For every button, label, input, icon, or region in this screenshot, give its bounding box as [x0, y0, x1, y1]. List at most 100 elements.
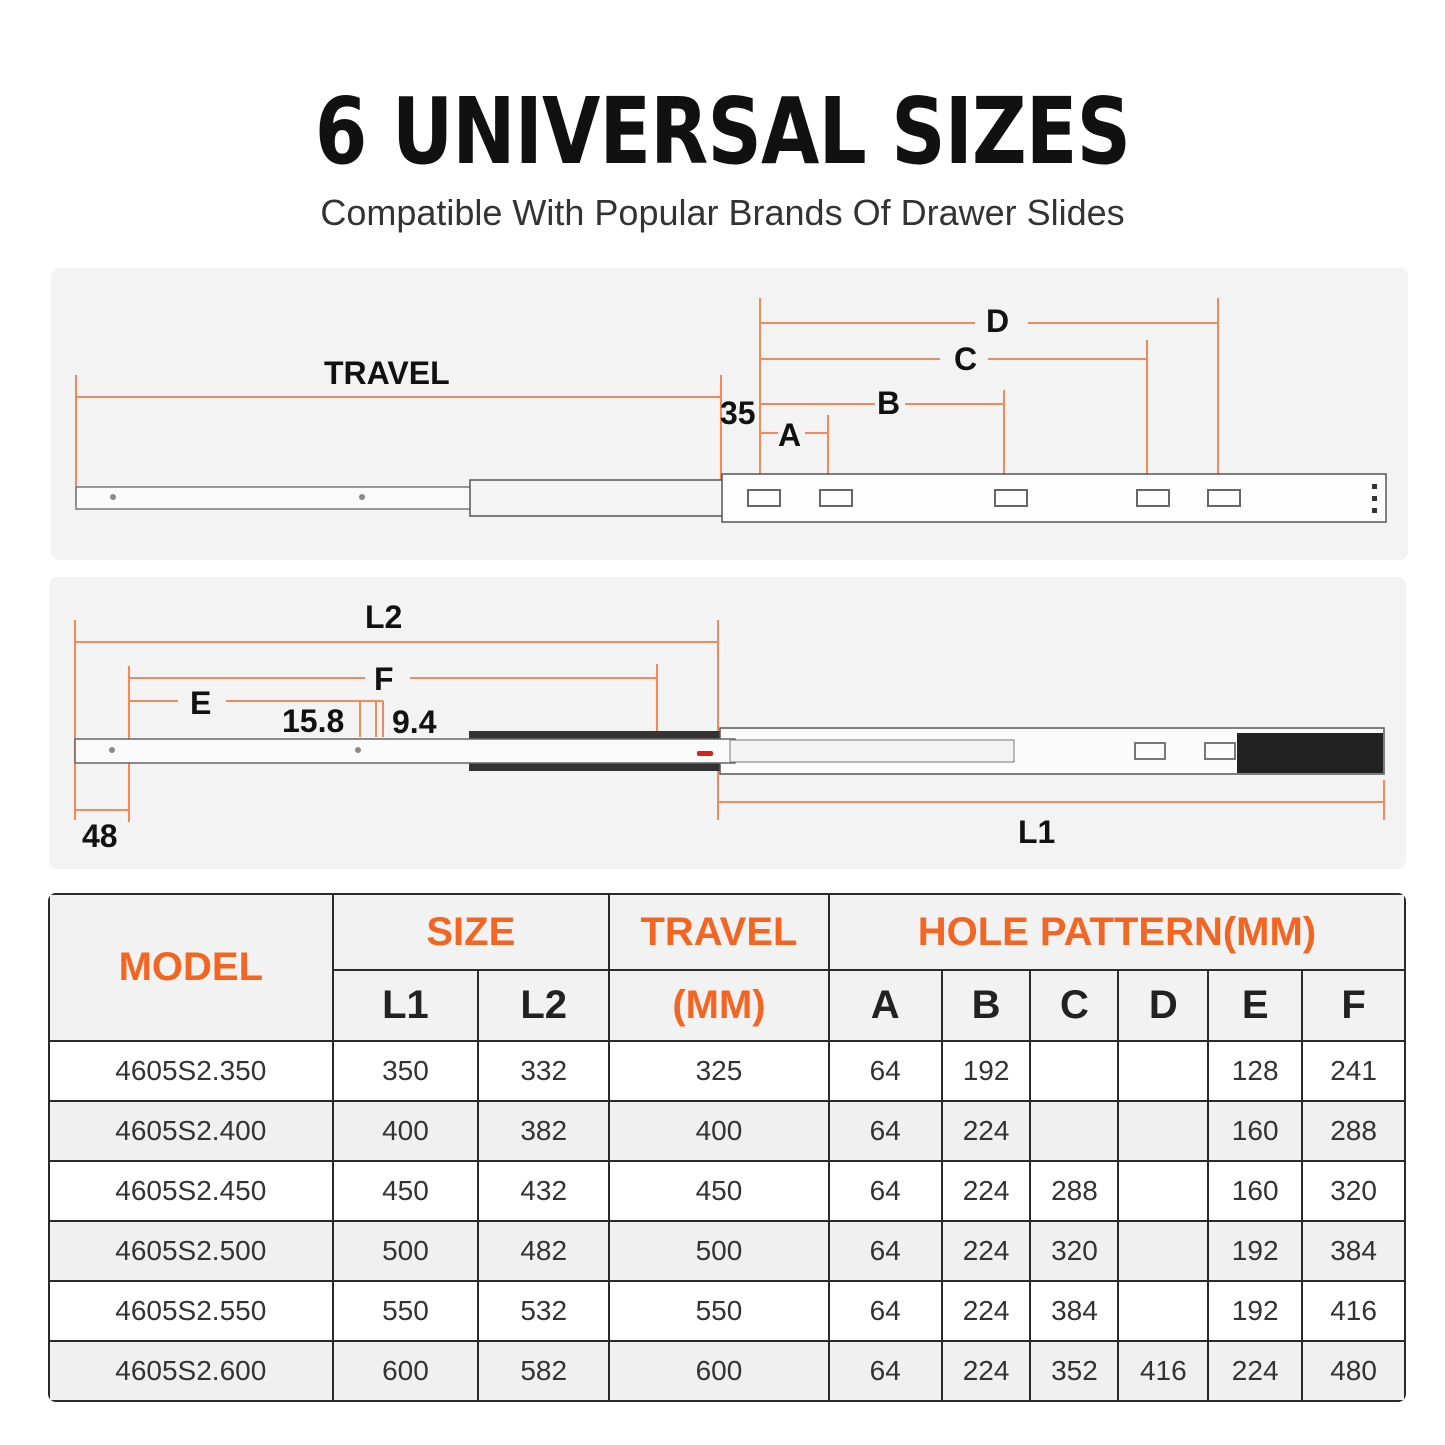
drawer-slide-closed [74, 727, 1385, 775]
table-cell: 532 [477, 1280, 611, 1342]
table-cell: 325 [608, 1040, 830, 1102]
table-cell [1117, 1160, 1210, 1222]
table-cell: 192 [1207, 1280, 1304, 1342]
table-row: 4605S2.600 600 582 600 64 224 352 416 224 480 [48, 1340, 1406, 1402]
table-cell: 224 [940, 1100, 1032, 1162]
table-cell: 450 [608, 1160, 830, 1222]
table-cell: 64 [827, 1100, 943, 1162]
table-cell: 416 [1117, 1340, 1210, 1402]
table-cell: 4605S2.500 [48, 1220, 334, 1282]
page-title: 6 UNIVERSAL SIZES [314, 78, 1131, 185]
header-travel: TRAVEL [608, 893, 830, 971]
table-cell: 224 [1207, 1340, 1304, 1402]
table-cell: 320 [1029, 1220, 1120, 1282]
header-f: F [1301, 969, 1406, 1042]
table-cell: 350 [331, 1040, 480, 1102]
table-cell: 4605S2.350 [48, 1040, 334, 1102]
table-cell: 416 [1301, 1280, 1406, 1342]
table-cell: 450 [331, 1160, 480, 1222]
dimension-9-4-label: 9.4 [392, 704, 437, 740]
header-b: B [940, 969, 1032, 1042]
table-cell: 4605S2.450 [48, 1160, 334, 1222]
table-cell: 480 [1301, 1340, 1406, 1402]
table-cell: 432 [477, 1160, 611, 1222]
l1-label: L1 [1018, 814, 1055, 850]
table-cell [1117, 1040, 1210, 1102]
table-cell: 4605S2.600 [48, 1340, 334, 1402]
header-d: D [1117, 969, 1210, 1042]
table-cell [1029, 1100, 1120, 1162]
table-cell [1117, 1100, 1210, 1162]
table-cell: 382 [477, 1100, 611, 1162]
table-cell: 4605S2.550 [48, 1280, 334, 1342]
table-row: 4605S2.500 500 482 500 64 224 320 192 384 [48, 1220, 1406, 1282]
table-cell: 4605S2.400 [48, 1100, 334, 1162]
table-row: 4605S2.450 450 432 450 64 224 288 160 320 [48, 1160, 1406, 1222]
table-cell: 160 [1207, 1160, 1304, 1222]
table-cell: 241 [1301, 1040, 1406, 1102]
table-cell: 64 [827, 1340, 943, 1402]
table-cell: 384 [1301, 1220, 1406, 1282]
specifications-table-wrapper: MODEL SIZE TRAVEL HOLE PATTERN(MM) L1 L2… [48, 893, 1406, 1402]
table-cell: 482 [477, 1220, 611, 1282]
table-cell: 288 [1029, 1160, 1120, 1222]
drawer-slide-extended [75, 473, 1387, 523]
table-cell: 332 [477, 1040, 611, 1102]
dimension-b-label: B [877, 385, 900, 421]
table-cell: 384 [1029, 1280, 1120, 1342]
table-cell: 224 [940, 1280, 1032, 1342]
table-row: 4605S2.550 550 532 550 64 224 384 192 416 [48, 1280, 1406, 1342]
table-cell: 550 [608, 1280, 830, 1342]
table-cell: 160 [1207, 1100, 1304, 1162]
header-hole-pattern: HOLE PATTERN(MM) [827, 893, 1406, 971]
specifications-table: MODEL SIZE TRAVEL HOLE PATTERN(MM) L1 L2… [48, 893, 1406, 1402]
table-cell: 224 [940, 1340, 1032, 1402]
header-size: SIZE [331, 893, 611, 971]
table-cell: 582 [477, 1340, 611, 1402]
table-cell: 400 [331, 1100, 480, 1162]
header-c: C [1029, 969, 1120, 1042]
travel-label: TRAVEL [324, 355, 450, 391]
table-cell: 600 [608, 1340, 830, 1402]
dimension-a-label: A [778, 417, 801, 453]
table-cell: 224 [940, 1220, 1032, 1282]
table-cell: 192 [940, 1040, 1032, 1102]
header-travel-unit: (MM) [608, 969, 830, 1042]
header-e: E [1207, 969, 1304, 1042]
travel-hole-diagram-panel: TRAVEL D C B A 35 [51, 268, 1408, 560]
table-cell: 550 [331, 1280, 480, 1342]
offset-35-label: 35 [720, 395, 756, 431]
table-cell: 500 [608, 1220, 830, 1282]
table-cell: 600 [331, 1340, 480, 1402]
header-model: MODEL [48, 893, 334, 1042]
dimension-c-label: C [954, 341, 977, 377]
table-cell: 64 [827, 1160, 943, 1222]
table-cell: 288 [1301, 1100, 1406, 1162]
table-cell [1117, 1280, 1210, 1342]
dimension-15-8-label: 15.8 [282, 703, 344, 739]
table-cell: 64 [827, 1280, 943, 1342]
table-cell [1029, 1040, 1120, 1102]
offset-48-label: 48 [82, 818, 118, 854]
dimension-f-label: F [374, 661, 394, 697]
header-a: A [827, 969, 943, 1042]
table-row: 4605S2.350 350 332 325 64 192 128 241 [48, 1040, 1406, 1102]
table-row: 4605S2.400 400 382 400 64 224 160 288 [48, 1100, 1406, 1162]
table-cell: 400 [608, 1100, 830, 1162]
table-cell: 128 [1207, 1040, 1304, 1102]
l2-label: L2 [365, 599, 402, 635]
dimension-e-label: E [190, 685, 211, 721]
travel-hole-diagram: TRAVEL D C B A 35 [75, 298, 1387, 523]
table-cell: 320 [1301, 1160, 1406, 1222]
header-l2: L2 [477, 969, 611, 1042]
dimension-d-label: D [986, 303, 1009, 339]
table-cell: 64 [827, 1220, 943, 1282]
header-l1: L1 [331, 969, 480, 1042]
table-cell: 224 [940, 1160, 1032, 1222]
length-diagram-panel: L2 F E 15.8 9.4 48 L1 [49, 577, 1406, 869]
table-cell [1117, 1220, 1210, 1282]
page-subtitle: Compatible With Popular Brands Of Drawer… [320, 192, 1125, 233]
table-cell: 64 [827, 1040, 943, 1102]
table-cell: 192 [1207, 1220, 1304, 1282]
table-cell: 500 [331, 1220, 480, 1282]
